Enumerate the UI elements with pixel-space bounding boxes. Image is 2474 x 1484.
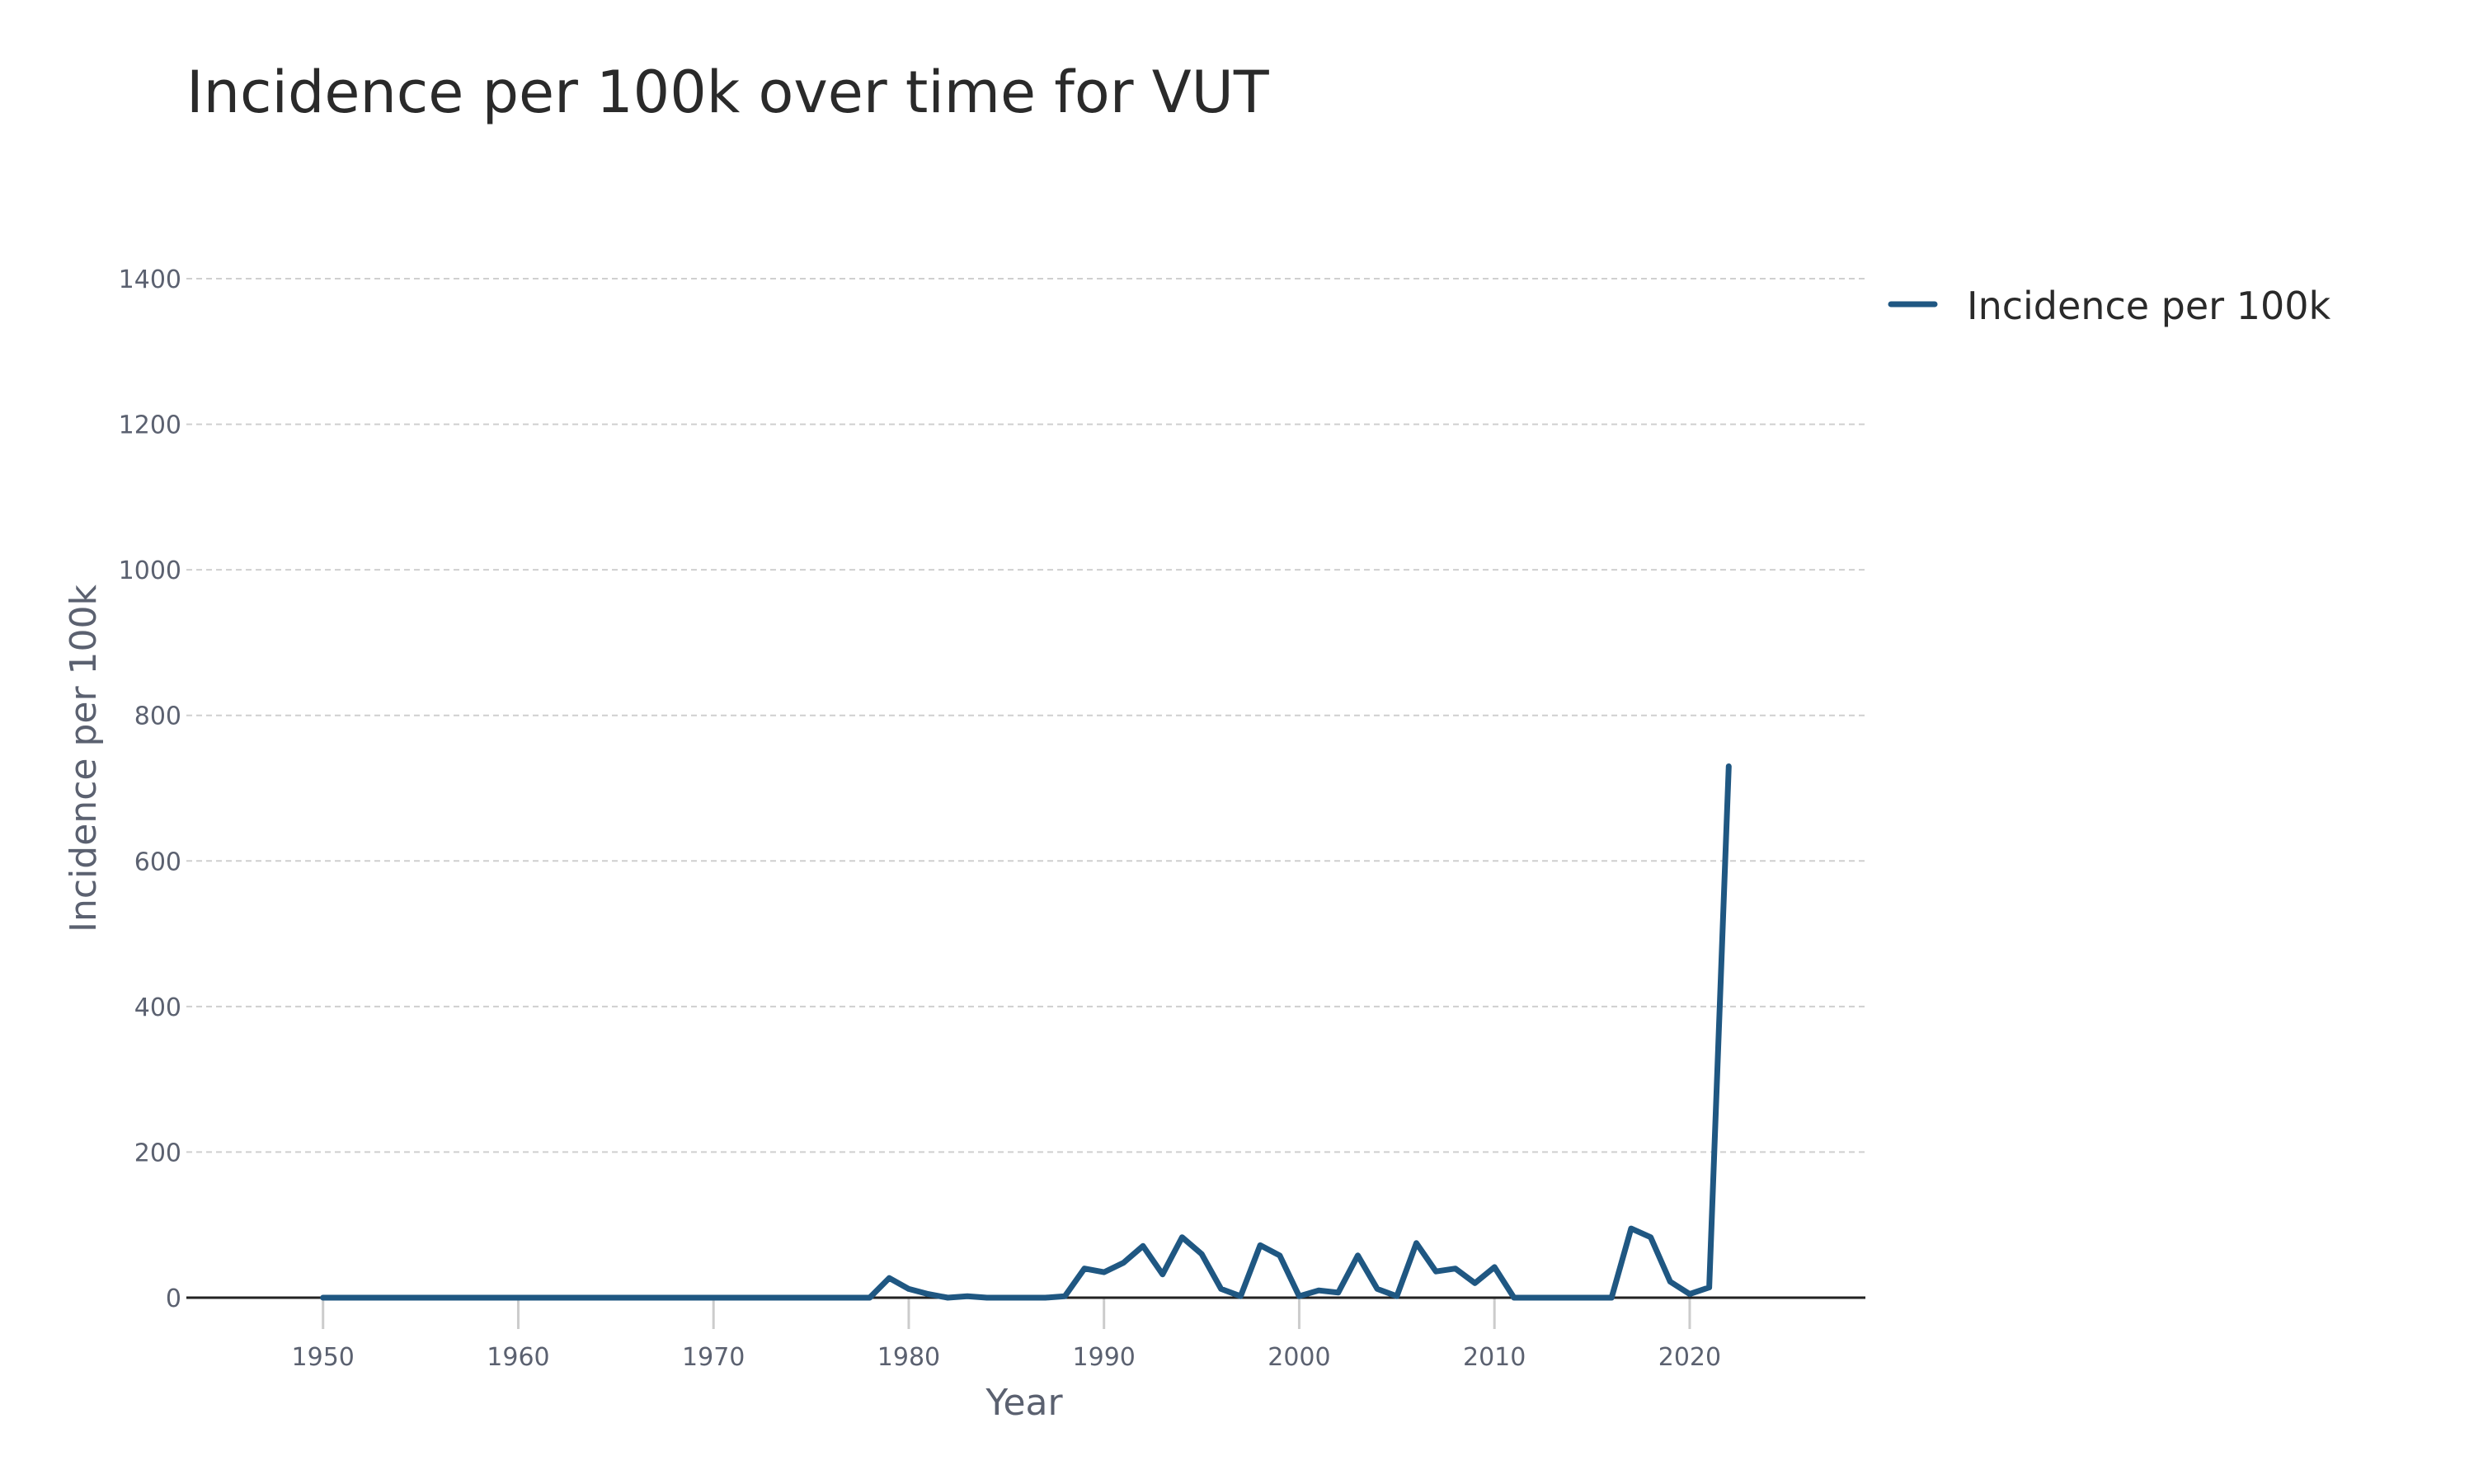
x-tick-label: 2000 — [1268, 1343, 1330, 1372]
x-tick-label: 1990 — [1073, 1343, 1136, 1372]
y-axis-ticks: 0 200 400 600 800 1000 1200 1400 — [119, 265, 181, 1313]
x-tick-label: 1980 — [877, 1343, 940, 1372]
x-tick-label: 1970 — [682, 1343, 745, 1372]
x-tick-label: 2010 — [1463, 1343, 1526, 1372]
gridlines — [186, 278, 1865, 1153]
x-tick-label: 1950 — [292, 1343, 355, 1372]
x-axis-title: Year — [985, 1382, 1063, 1424]
legend-label: Incidence per 100k — [1967, 284, 2331, 328]
x-tick-label: 2020 — [1658, 1343, 1721, 1372]
y-tick-label: 800 — [134, 702, 181, 731]
y-tick-label: 600 — [134, 848, 181, 876]
y-tick-label: 200 — [134, 1139, 181, 1167]
chart-title: Incidence per 100k over time for VUT — [186, 59, 1269, 126]
y-tick-label: 1400 — [119, 265, 181, 294]
y-axis-title: Incidence per 100k — [63, 585, 105, 932]
y-tick-label: 400 — [134, 993, 181, 1022]
series-line-incidence — [320, 763, 1732, 1301]
y-tick-label: 1000 — [119, 556, 181, 585]
x-tick-label: 1960 — [487, 1343, 549, 1372]
y-tick-label: 1200 — [119, 411, 181, 440]
x-axis-ticks: 1950 1960 1970 1980 1990 2000 2010 2020 — [292, 1298, 1721, 1372]
legend: Incidence per 100k — [1888, 284, 2331, 328]
y-tick-label: 0 — [166, 1284, 181, 1313]
